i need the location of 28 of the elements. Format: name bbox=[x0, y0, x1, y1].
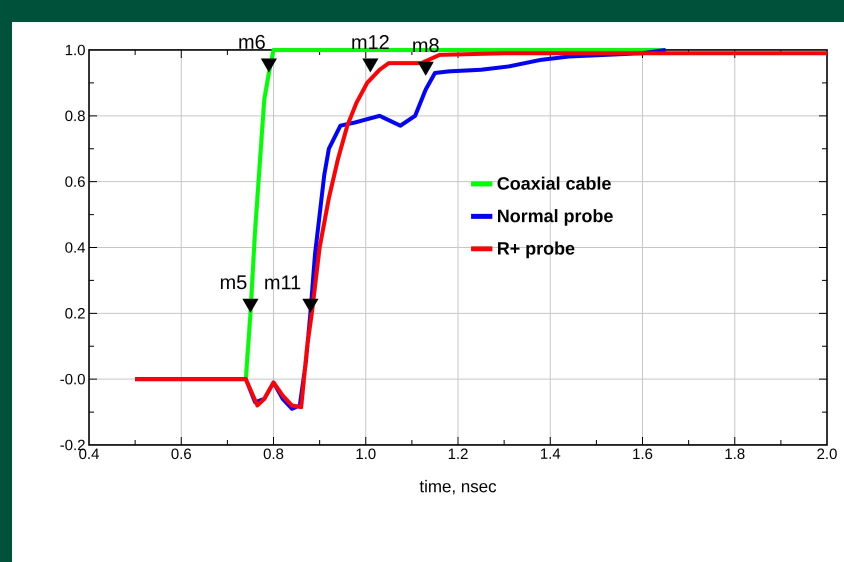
y-tick-label: 0.6 bbox=[65, 176, 85, 187]
x-tick-label: 1.4 bbox=[541, 448, 560, 459]
point bbox=[242, 298, 258, 313]
y-tick-label: 0.8 bbox=[65, 110, 85, 122]
annotation: m11 bbox=[265, 276, 300, 290]
point bbox=[418, 62, 434, 76]
x-tick-label: 1.8 bbox=[726, 448, 744, 460]
x-tick-label: 1.2 bbox=[448, 448, 468, 459]
point bbox=[362, 58, 378, 72]
y-tick-label: -0.2 bbox=[60, 440, 85, 450]
y-tick-label: 0.4 bbox=[65, 242, 86, 253]
x-tick-label: 1.0 bbox=[356, 448, 376, 460]
legend-label: Normal probe bbox=[498, 209, 613, 226]
x-tick-label: 2.0 bbox=[817, 448, 837, 460]
y-tick-label: -0.0 bbox=[60, 374, 85, 384]
legend-label: Coaxial cable bbox=[498, 176, 611, 190]
point bbox=[260, 58, 277, 72]
x-tick-label: 0.6 bbox=[171, 448, 191, 460]
x-axis-title: time, nsec bbox=[420, 480, 496, 494]
annotation: m5 bbox=[220, 275, 246, 290]
y-tick-label: 0.2 bbox=[65, 308, 85, 319]
x-tick-label: 0.8 bbox=[264, 448, 284, 460]
y-tick-label: 1.0 bbox=[66, 44, 85, 56]
legend-label: R+ probe bbox=[498, 242, 574, 258]
annotation: m12 bbox=[352, 35, 389, 49]
x-tick-label: 1.6 bbox=[633, 448, 652, 460]
point bbox=[302, 298, 318, 313]
annotation: m6 bbox=[239, 34, 265, 49]
